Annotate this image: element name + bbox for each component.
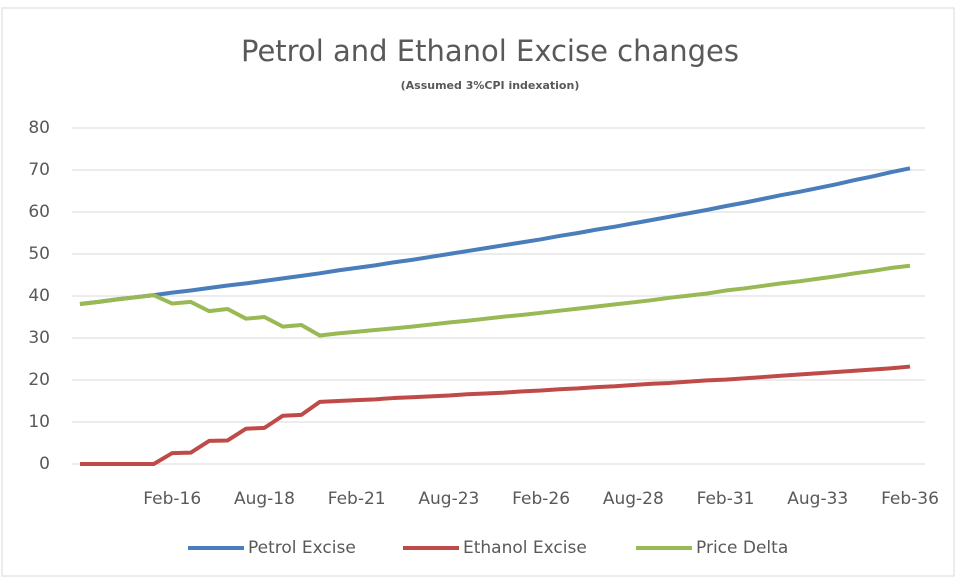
- y-tick-label: 20: [28, 370, 50, 390]
- legend-label: Price Delta: [696, 538, 788, 558]
- chart-title: Petrol and Ethanol Excise changes: [241, 34, 739, 68]
- series-line: [79, 166, 911, 306]
- x-tick-label: Aug-18: [234, 489, 295, 509]
- y-tick-label: 30: [28, 328, 50, 348]
- x-tick-label: Feb-21: [328, 489, 386, 509]
- chart-border: [1, 7, 955, 577]
- y-tick-label: 70: [28, 160, 50, 180]
- y-tick-label: 40: [28, 286, 50, 306]
- y-tick-label: 80: [28, 118, 50, 138]
- x-tick-label: Feb-16: [143, 489, 201, 509]
- x-tick-label: Aug-23: [418, 489, 479, 509]
- y-tick-label: 10: [28, 412, 50, 432]
- y-tick-label: 0: [39, 454, 50, 474]
- y-tick-label: 60: [28, 202, 50, 222]
- y-tick-label: 50: [28, 244, 50, 264]
- x-tick-label: Feb-26: [512, 489, 570, 509]
- legend-label: Petrol Excise: [248, 538, 356, 558]
- series-line: [80, 364, 911, 466]
- x-tick-label: Feb-31: [697, 489, 755, 509]
- x-tick-label: Aug-33: [787, 489, 848, 509]
- chart-subtitle: (Assumed 3%CPI indexation): [401, 79, 580, 92]
- legend-label: Ethanol Excise: [463, 538, 587, 558]
- x-tick-label: Aug-28: [603, 489, 664, 509]
- x-tick-label: Feb-36: [881, 489, 939, 509]
- series-line: [79, 263, 911, 338]
